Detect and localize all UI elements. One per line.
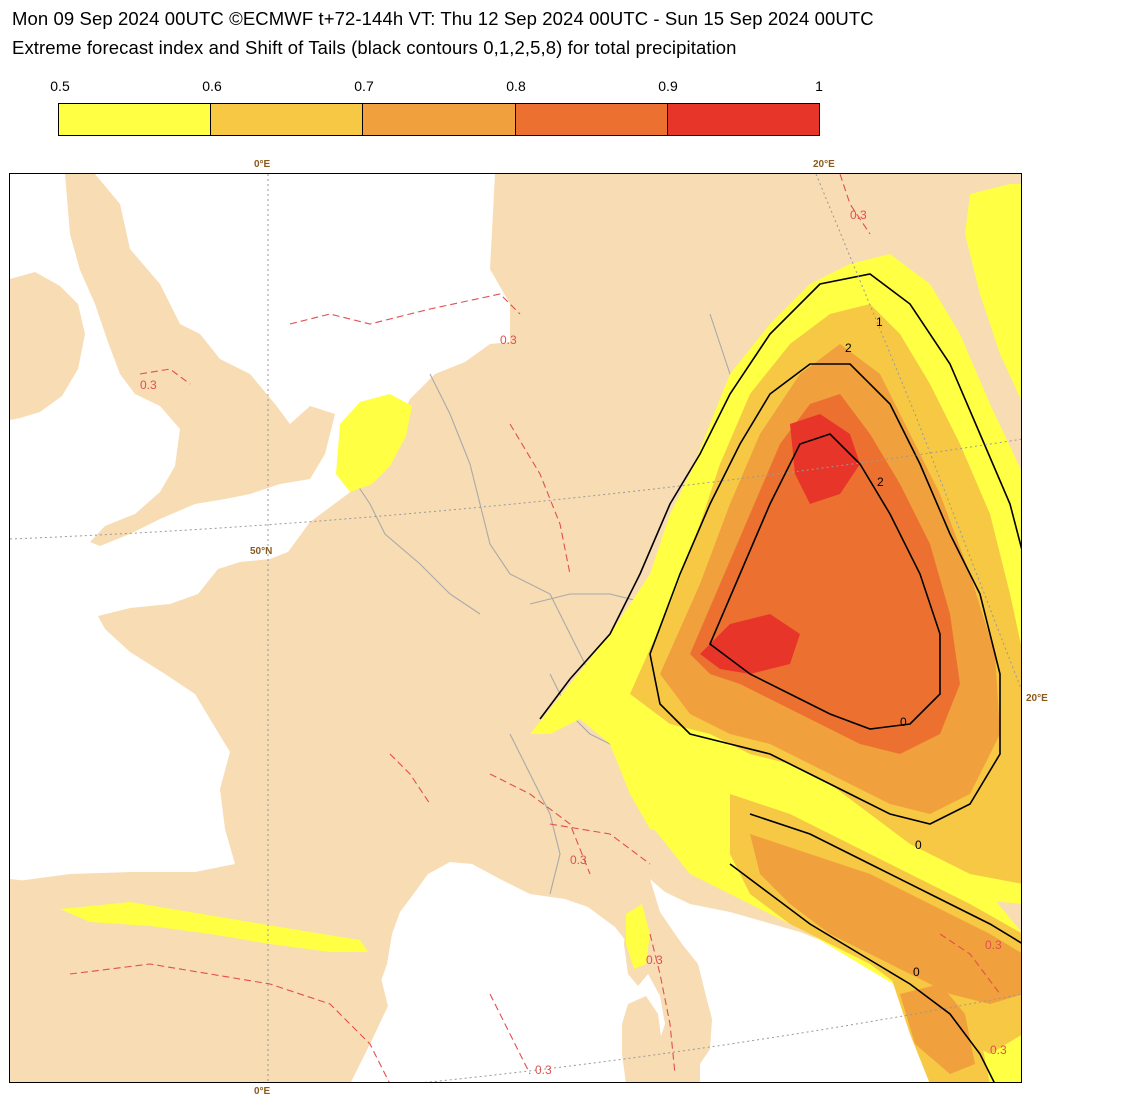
map-header-title: Mon 09 Sep 2024 00UTC ©ECMWF t+72-144h V… [12,8,874,29]
sot-contour-south [729,813,1021,1082]
legend-tick-1: 0.6 [202,78,222,94]
sot-contour-2 [709,433,941,730]
grid-label-lon20-right: 20°E [1026,693,1048,704]
map-panel[interactable]: 0.3 0.3 0.3 0.3 0.3 0.3 0.3 0.3 1 2 2 0 … [9,173,1022,1083]
label-efi-03-f: 0.3 [985,938,1002,952]
legend-swatch-3 [515,104,668,135]
legend-tick-2: 0.7 [354,78,374,94]
efi-03-dashed-contours [69,174,1001,1082]
label-sot-0c: 0 [913,965,920,979]
legend-swatch-1 [211,104,364,135]
contour-value-labels: 0.3 0.3 0.3 0.3 0.3 0.3 0.3 0.3 1 2 2 0 … [140,208,1007,1077]
efi-05-pyrenees [60,902,368,952]
legend-tick-3: 0.8 [506,78,526,94]
grid-label-lon20-top: 20°E [813,159,835,170]
label-efi-03-a: 0.3 [500,333,517,347]
map-header-subtitle: Extreme forecast index and Shift of Tail… [12,37,737,58]
land-great-britain [65,174,335,546]
color-legend-bar [58,103,820,136]
legend-swatch-4 [667,104,820,135]
efi-09-north [790,414,860,504]
efi-05-corsica [626,904,650,969]
land-scandinavia [610,174,770,236]
label-efi-03-g: 0.3 [990,1043,1007,1057]
label-sot-0b: 0 [915,838,922,852]
legend-swatch-2 [363,104,516,135]
grid-label-lon0-top: 0°E [254,159,271,170]
efi-07-corner [900,984,975,1074]
efi-shading [60,184,1021,1082]
legend-tick-5: 1 [815,78,823,94]
label-sot-0a: 0 [900,715,907,729]
efi-05-channel [336,394,412,492]
label-efi-03-c: 0.3 [850,208,867,222]
sot-contour-1 [649,363,1001,825]
graticule [10,174,1021,1082]
efi-09-south [700,614,800,674]
efi-05-nordic [965,184,1021,400]
label-efi-03-d: 0.3 [570,853,587,867]
label-efi-03-b: 0.3 [140,378,157,392]
land-ireland [10,272,85,420]
legend-swatch-0 [59,104,212,135]
shift-of-tails-contours [539,273,1021,1082]
land-iberia [10,879,388,1082]
label-sot-1: 1 [876,315,883,329]
legend-tick-4: 0.9 [658,78,678,94]
legend-tick-0: 0.5 [50,78,70,94]
label-efi-03-e: 0.3 [646,953,663,967]
efi-07-south [750,834,1021,1004]
label-sot-2b: 2 [877,475,884,489]
label-efi-03-h: 0.3 [535,1063,552,1077]
grid-label-lat50: 50°N [250,546,272,557]
sot-contour-0 [539,273,1021,720]
label-sot-2a: 2 [845,341,852,355]
grid-label-lon0-bottom: 0°E [254,1086,271,1097]
map-canvas: 0.3 0.3 0.3 0.3 0.3 0.3 0.3 0.3 1 2 2 0 … [10,174,1021,1082]
land-sardinia [622,996,662,1082]
